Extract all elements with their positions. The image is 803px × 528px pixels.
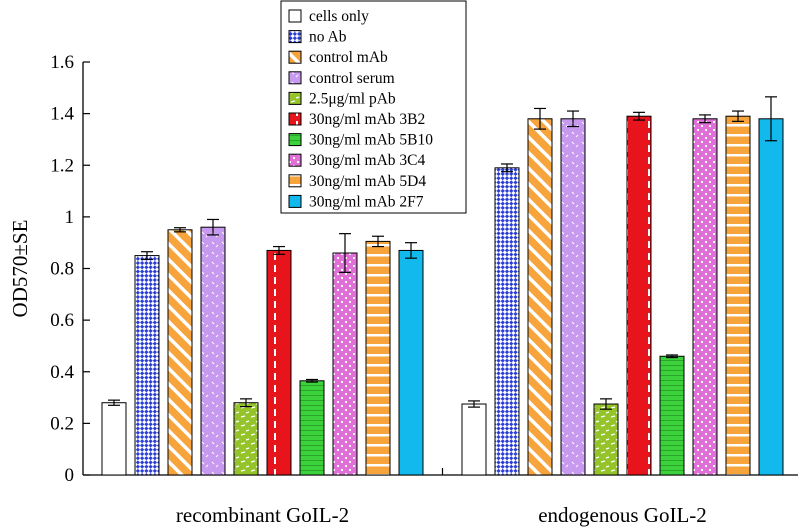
bar-8-0: [365, 240, 391, 476]
bars: [101, 96, 784, 476]
y-tick-label: 0: [65, 465, 75, 486]
legend-label-5: 30ng/ml mAb 3B2: [309, 111, 425, 128]
bar-7-1: [692, 118, 718, 476]
bar-2-0: [167, 229, 193, 476]
legend-label-8: 30ng/ml mAb 5D4: [309, 173, 426, 190]
x-category-label: endogenous GoIL-2: [538, 503, 707, 527]
legend-swatch-3: [288, 71, 302, 85]
bar-1-0: [134, 255, 160, 476]
bar-9-1: [758, 118, 784, 476]
legend-label-4: 2.5μg/ml pAb: [309, 90, 396, 107]
legend-label-6: 30ng/ml mAb 5B10: [309, 132, 433, 149]
y-tick-label: 1.2: [50, 155, 74, 176]
legend-label-9: 30ng/ml mAb 2F7: [309, 193, 424, 210]
legend: cells only no Ab control mAb control serum 2…: [280, 0, 467, 214]
y-tick-label: 0.6: [50, 310, 74, 331]
legend-label-0: cells only: [309, 8, 369, 25]
bar-5-0: [266, 249, 292, 476]
legend-label-1: no Ab: [309, 29, 347, 46]
bar-8-1: [725, 115, 751, 476]
bar-9-0: [398, 249, 424, 476]
legend-swatch-1: [288, 30, 302, 44]
x-category-label: recombinant GoIL-2: [176, 503, 349, 527]
y-tick-label: 0.8: [50, 259, 74, 280]
legend-label-7: 30ng/ml mAb 3C4: [309, 152, 426, 169]
y-tick-label: 0.2: [50, 413, 74, 434]
bar-0-0: [101, 402, 127, 476]
bar-6-0: [299, 380, 325, 476]
bar-4-1: [593, 403, 619, 476]
legend-swatch-0: [288, 9, 302, 23]
bar-3-0: [200, 226, 226, 476]
y-tick-label: 0.4: [50, 362, 74, 383]
legend-swatch-6: [288, 133, 302, 147]
axes: 0 0.2 0.4 0.6 0.8 1 1.2 1.4 1.6 OD570±SE recombina…: [8, 52, 798, 527]
y-tick-label: 1.6: [50, 52, 74, 73]
y-axis-title: OD570±SE: [8, 220, 32, 318]
legend-label-2: control mAb: [309, 49, 388, 66]
bar-1-1: [494, 167, 520, 476]
y-tick-label: 1: [65, 207, 75, 228]
bar-2-1: [527, 118, 553, 476]
bar-6-1: [659, 355, 685, 476]
bar-0-1: [461, 403, 487, 476]
bar-5-1: [626, 115, 652, 476]
legend-swatch-7: [288, 153, 302, 167]
legend-swatch-2: [288, 50, 302, 64]
bar-3-1: [560, 118, 586, 476]
legend-swatch-4: [288, 91, 302, 105]
legend-swatch-8: [288, 174, 302, 188]
legend-swatch-9: [288, 194, 302, 208]
bar-4-0: [233, 402, 259, 476]
bar-7-0: [332, 252, 358, 476]
y-tick-label: 1.4: [50, 104, 74, 125]
legend-label-3: control serum: [309, 70, 395, 87]
legend-swatch-5: [288, 112, 302, 126]
legend-box: [280, 0, 467, 214]
